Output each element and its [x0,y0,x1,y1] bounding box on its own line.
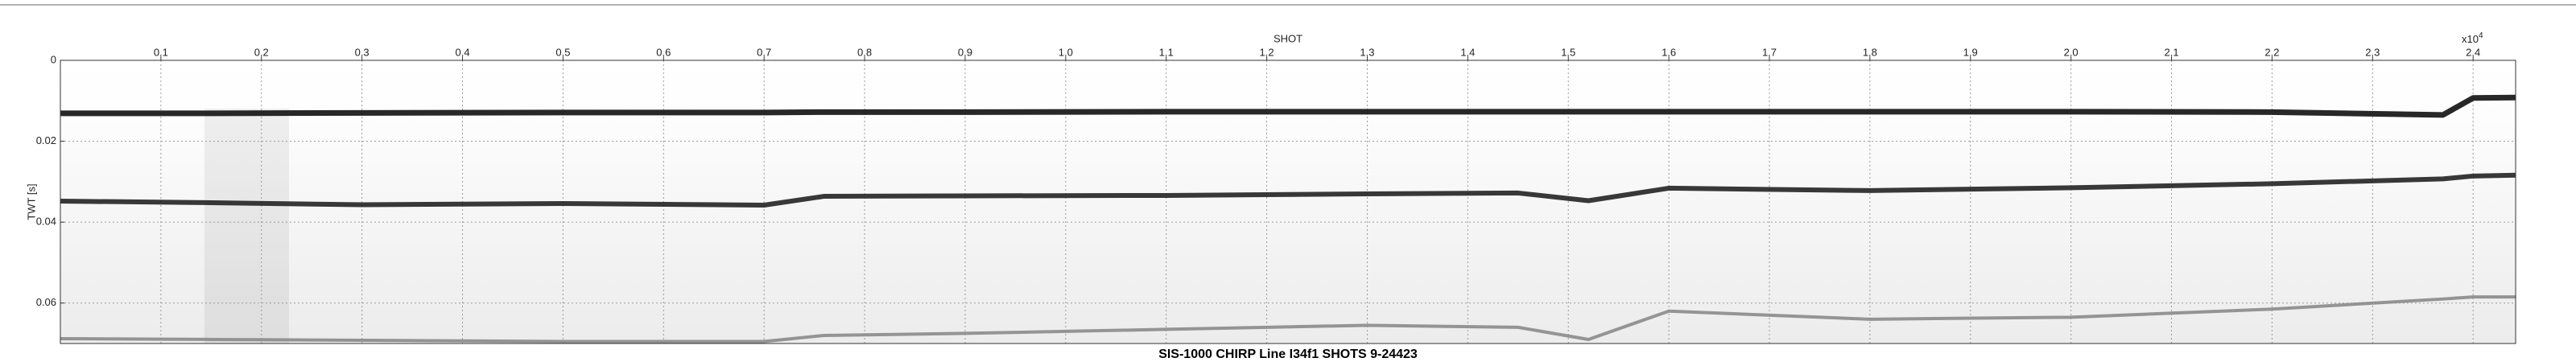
x-tick-label: 1.0 [1059,46,1073,58]
x-tick-label: 1.9 [1963,46,1978,58]
x-tick-label: 1.8 [1863,46,1877,58]
x-scale-base: x10 [2462,33,2479,45]
x-tick-label: 1.2 [1260,46,1274,58]
x-tick-label: 1.7 [1762,46,1777,58]
x-tick-label: 1.6 [1662,46,1676,58]
x-tick-label: 0.2 [254,46,269,58]
x-axis-label: SHOT [1274,32,1302,44]
x-tick-label: 2.0 [2064,46,2079,58]
x-tick-label: 0.3 [355,46,369,58]
chart-title: SIS-1000 CHIRP Line I34f1 SHOTS 9-24423 [1158,348,1418,361]
reflector-line [60,94,2516,118]
plot-frame [60,60,2516,344]
x-tick-label: 2.1 [2164,46,2178,58]
x-tick-label: 0.5 [555,46,570,58]
x-tick-label: 0.8 [857,46,872,58]
plot-background [60,60,2516,343]
noise-band [204,109,289,343]
x-tick-label: 2.2 [2264,46,2279,58]
y-tick-label: 0 [51,53,56,65]
reflectors [60,94,2516,343]
x-tick-label: 2.3 [2365,46,2380,58]
x-scale-exponent: 4 [2479,31,2483,40]
x-tick-label: 0.4 [455,46,469,58]
x-tick-label: 1.5 [1561,46,1575,58]
y-axis-label: TWT [s] [25,183,37,220]
x-tick-label: 0.6 [656,46,671,58]
y-tick-label: 0.06 [36,296,56,308]
x-tick-label: 1.1 [1159,46,1174,58]
reflector-line [60,295,2516,343]
x-tick-label: 1.4 [1460,46,1475,58]
x-tick-label: 0.7 [757,46,771,58]
x-scale: x104 [2462,31,2483,46]
y-tick-label: 0.02 [36,134,56,146]
x-tick-label: 0.1 [154,46,168,58]
y-tick-label: 0.04 [36,216,56,228]
x-tick-label: 1.3 [1360,46,1374,58]
x-tick-label: 2.4 [2466,46,2480,58]
reflector-line [60,172,2516,208]
x-tick-label: 0.9 [958,46,972,58]
